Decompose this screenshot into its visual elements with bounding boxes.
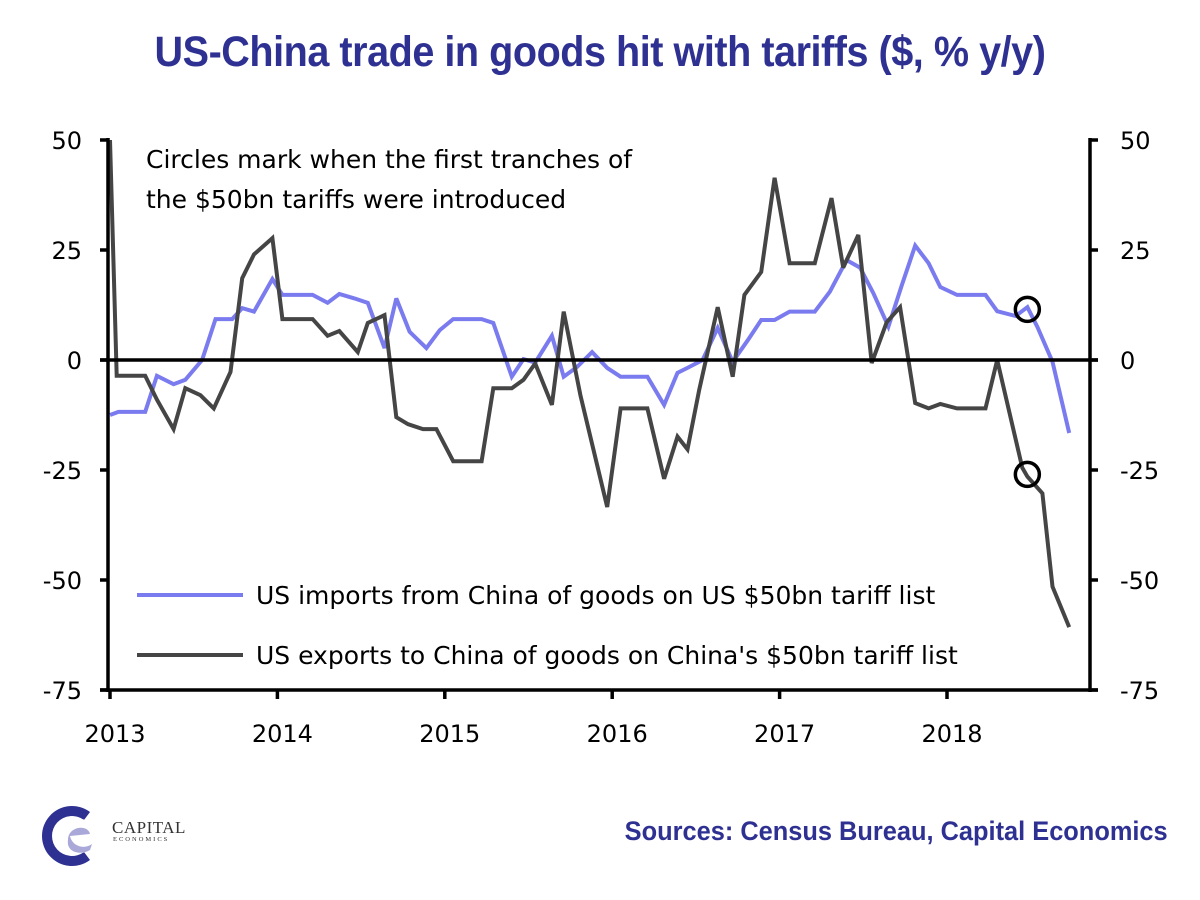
left-y-tick-label: 25: [51, 237, 82, 265]
right-y-tick-label: 0: [1120, 347, 1135, 375]
x-tick-label: 2018: [921, 720, 982, 748]
right-y-tick-label: -50: [1120, 567, 1159, 595]
x-tick-label: 2016: [587, 720, 648, 748]
logo-text-capital: CAPITAL: [112, 818, 186, 837]
left-y-tick-label: -25: [43, 457, 82, 485]
left-y-tick-label: -50: [43, 567, 82, 595]
tariff-introduction-imports-marker: [1013, 295, 1042, 324]
logo-mark-icon: [42, 806, 97, 866]
x-tick-label: 2015: [419, 720, 480, 748]
x-tick-label: 2014: [252, 720, 313, 748]
annotation-line-1: Circles mark when the first tranches of: [146, 145, 633, 174]
x-tick-label: 2013: [84, 720, 145, 748]
left-y-tick-label: -75: [43, 677, 82, 705]
right-y-tick-label: -75: [1120, 677, 1159, 705]
series-line-imports: [109, 241, 1072, 434]
right-y-tick-label: 25: [1120, 237, 1151, 265]
chart-title: US-China trade in goods hit with tariffs…: [154, 28, 1046, 76]
tariff-introduction-exports-marker: [1013, 460, 1042, 489]
legend-label-imports: US imports from China of goods on US $50…: [256, 581, 935, 610]
right-y-tick-label: -25: [1120, 457, 1159, 485]
left-y-tick-label: 0: [67, 347, 82, 375]
legend: US imports from China of goods on US $50…: [137, 581, 958, 670]
left-y-tick-label: 50: [51, 127, 82, 155]
annotation-line-2: the $50bn tariffs were introduced: [146, 185, 566, 214]
legend-label-exports: US exports to China of goods on China's …: [256, 641, 958, 670]
logo-text-economics: ECONOMICS: [113, 836, 170, 843]
capital-economics-logo: CAPITAL ECONOMICS: [32, 796, 185, 876]
right-y-tick-label: 50: [1120, 127, 1151, 155]
series-line-exports: [108, 139, 1072, 628]
x-tick-label: 2017: [754, 720, 815, 748]
source-note: Sources: Census Bureau, Capital Economic…: [624, 816, 1168, 846]
